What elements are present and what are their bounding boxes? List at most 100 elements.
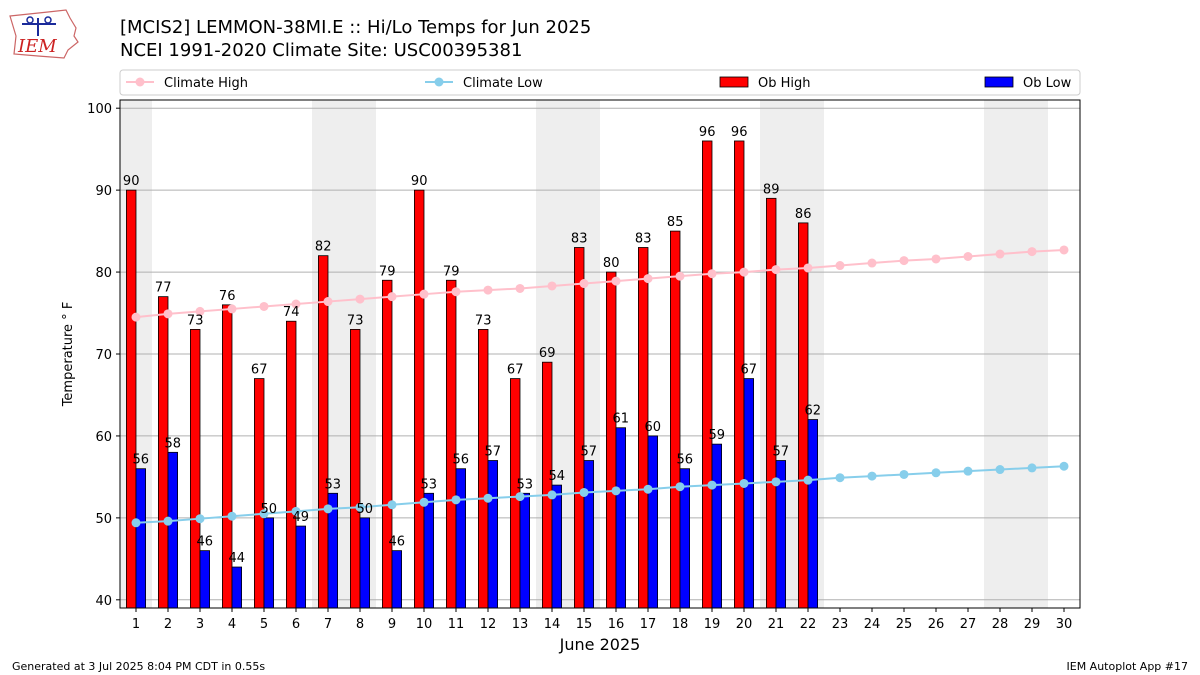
climate-low-point — [419, 497, 429, 507]
ob-high-bar — [253, 378, 265, 609]
ob-high-label: 90 — [123, 174, 140, 189]
ob-low-label: 50 — [261, 502, 278, 517]
x-tick-label: 1 — [132, 617, 140, 632]
y-tick-label: 90 — [95, 184, 112, 199]
climate-low-point — [515, 492, 525, 502]
climate-low-point — [579, 487, 589, 497]
x-tick-label: 28 — [992, 617, 1009, 632]
legend-box — [119, 69, 1081, 96]
climate-high-point — [355, 294, 365, 304]
ob-high-label: 82 — [315, 240, 332, 255]
climate-high-point — [867, 258, 877, 268]
climate-high-point — [547, 281, 557, 291]
climate-high-point — [771, 265, 781, 275]
ob-low-bar — [583, 460, 595, 609]
x-tick-label: 2 — [164, 617, 172, 632]
climate-low-point — [131, 518, 141, 528]
ob-high-label: 76 — [219, 289, 236, 304]
x-tick-label: 25 — [896, 617, 913, 632]
climate-high-point — [483, 285, 493, 295]
ob-high-label: 85 — [667, 215, 684, 230]
ob-high-bar — [413, 189, 425, 609]
ob-low-label: 62 — [805, 404, 822, 419]
ob-high-bar — [317, 255, 329, 609]
legend-swatch — [719, 76, 749, 88]
climate-low-point — [259, 509, 269, 519]
climate-low-point — [1059, 461, 1069, 471]
ob-low-bar — [295, 525, 307, 609]
climate-high-point — [259, 301, 269, 311]
x-tick-label: 22 — [800, 617, 817, 632]
climate-high-point — [643, 274, 653, 284]
chart-title: [MCIS2] LEMMON-38MI.E :: Hi/Lo Temps for… — [120, 17, 592, 38]
ob-low-bar — [487, 460, 499, 609]
ob-low-bar — [807, 419, 819, 609]
ob-low-label: 50 — [357, 502, 374, 517]
ob-high-label: 83 — [635, 231, 652, 246]
ob-low-label: 53 — [325, 477, 342, 492]
ob-high-bar — [574, 247, 585, 609]
ob-low-label: 53 — [517, 477, 534, 492]
climate-low-point — [675, 482, 685, 492]
x-tick-label: 13 — [512, 617, 529, 632]
x-tick-label: 16 — [608, 617, 625, 632]
ob-low-bar — [199, 550, 211, 609]
ob-low-bar — [519, 492, 531, 609]
ob-high-label: 69 — [539, 346, 556, 361]
climate-low-point — [355, 502, 365, 512]
ob-low-label: 61 — [613, 412, 630, 427]
climate-high-point — [803, 263, 813, 273]
ob-low-label: 67 — [741, 363, 758, 378]
x-axis-label: June 2025 — [559, 635, 641, 654]
chart-subtitle: NCEI 1991-2020 Climate Site: USC00395381 — [120, 40, 523, 61]
x-axis-ticks: 1 2 3 4 5 6 7 8 9 10 11 12 13 14 15 16 17 18 19 20 21 22 23 24 2… — [132, 608, 1072, 632]
ob-high-bar — [349, 329, 361, 609]
legend-marker — [434, 77, 444, 87]
ob-low-label: 56 — [453, 453, 470, 468]
ob-low-label: 46 — [389, 535, 406, 550]
data-labels: 90 56 77 58 73 46 76 44 67 50 74 49 82 53 73 50 79 46 90 53… — [123, 125, 821, 566]
gridlines — [120, 107, 1080, 601]
climate-low-point — [387, 500, 397, 510]
x-tick-label: 10 — [416, 617, 433, 632]
ob-low-bar — [359, 517, 371, 609]
y-tick-label: 60 — [95, 430, 112, 445]
ob-high-label: 73 — [347, 313, 364, 328]
climate-high-point — [195, 306, 205, 316]
x-tick-label: 18 — [672, 617, 689, 632]
climate-low-point — [1027, 463, 1037, 473]
climate-high-point — [323, 297, 333, 307]
climate-high-point — [131, 312, 141, 322]
ob-high-label: 67 — [507, 363, 524, 378]
x-tick-label: 29 — [1024, 617, 1041, 632]
x-tick-label: 8 — [356, 617, 364, 632]
x-tick-label: 9 — [388, 617, 396, 632]
ob-low-label: 46 — [197, 535, 214, 550]
ob-low-bar — [231, 566, 243, 609]
climate-high-point — [931, 254, 941, 264]
x-tick-label: 19 — [704, 617, 721, 632]
x-tick-label: 30 — [1056, 617, 1073, 632]
ob-low-label: 56 — [677, 453, 694, 468]
ob-low-label: 60 — [645, 420, 662, 435]
ob-high-label: 74 — [283, 305, 300, 320]
y-axis-ticks: 40 50 60 70 80 90 100 — [87, 102, 120, 609]
climate-high-point — [163, 309, 173, 319]
climate-low-point — [803, 475, 813, 485]
ob-high-label: 86 — [795, 207, 812, 222]
ob-low-label: 57 — [581, 445, 598, 460]
climate-low-point — [995, 465, 1005, 475]
climate-high-point — [995, 249, 1005, 259]
ob-low-label: 56 — [133, 453, 150, 468]
climate-high-point — [899, 256, 909, 266]
ob-high-label: 89 — [763, 182, 780, 197]
y-tick-label: 100 — [87, 102, 112, 117]
ob-low-label: 44 — [229, 551, 246, 566]
ob-high-bar — [606, 271, 617, 609]
ob-low-bar — [647, 435, 659, 609]
climate-high-point — [419, 289, 429, 299]
ob-high-label: 79 — [379, 264, 396, 279]
ob-low-bar — [263, 517, 275, 609]
ob-high-label: 83 — [571, 231, 588, 246]
